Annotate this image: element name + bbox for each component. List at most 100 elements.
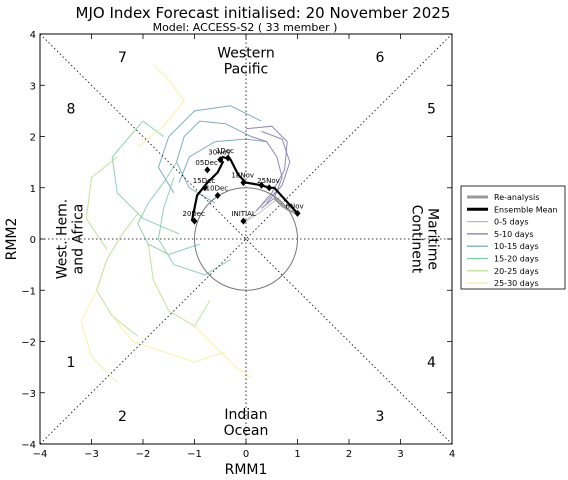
x-tick-label: 3 <box>397 449 403 460</box>
y-tick-label: 4 <box>30 30 36 41</box>
region-label-line: Indian <box>224 407 267 423</box>
ensemble-member-line <box>178 138 267 183</box>
ensemble-member-line <box>175 120 252 204</box>
y-tick-label: −2 <box>21 338 36 349</box>
ensemble-mean-marker-label: INITIAL <box>231 210 255 218</box>
ensemble-mean-marker-label: 05Dec <box>195 159 218 167</box>
phase-labels: 1 2 3 4 5 6 7 8 <box>66 50 436 425</box>
x-tick-label: −2 <box>136 449 151 460</box>
y-tick-label: 1 <box>30 184 36 195</box>
ensemble-mean-marker <box>201 184 208 192</box>
y-tick-label: 2 <box>30 133 36 144</box>
region-label: Indian Ocean <box>224 407 269 439</box>
region-label: West. Hem.and Africa <box>54 199 86 280</box>
y-tick-label: −4 <box>21 440 36 451</box>
ensemble-member-line <box>250 136 283 209</box>
ensemble-member-line <box>80 290 118 383</box>
ensemble-mean-marker <box>258 181 265 189</box>
chart-subtitle: Model: ACCESS-S2 ( 33 member ) <box>153 21 338 34</box>
ensemble-mean-marker-label: 1Dec <box>216 147 234 155</box>
region-label-line: Pacific <box>224 62 269 78</box>
ensemble-member-line <box>261 130 291 204</box>
legend-label: 20-25 days <box>494 267 539 276</box>
phase-guides <box>39 33 453 445</box>
legend-label: 5-10 days <box>494 230 534 239</box>
phase-number: 1 <box>66 355 75 371</box>
ensemble-mean-marker <box>204 166 211 174</box>
ensemble-mean-marker <box>191 217 198 225</box>
x-tick-label: 2 <box>346 449 352 460</box>
unit-circle <box>194 187 298 291</box>
y-tick-label: −1 <box>21 286 36 297</box>
ensemble-member-line <box>157 105 262 194</box>
phase-number: 7 <box>118 50 127 66</box>
ensemble-member-line <box>157 177 231 276</box>
reanalysis-line <box>273 197 298 215</box>
region-label-line: and Africa <box>70 204 86 275</box>
ensemble-member-line <box>111 120 180 235</box>
phase-number: 5 <box>427 101 436 117</box>
x-tick-label: 4 <box>449 449 455 460</box>
diagonal-line <box>39 33 453 445</box>
x-axis-ticks: −4 −3 −2 −1 0 1 2 3 4 <box>33 34 455 460</box>
ensemble-mean-marker <box>240 217 247 225</box>
ensemble-member-lines <box>80 64 291 383</box>
region-label-line: Ocean <box>224 423 269 439</box>
legend-label: 0-5 days <box>494 218 529 227</box>
region-label-line: Continent <box>408 205 424 274</box>
region-label: Western Pacific <box>217 46 274 78</box>
ensemble-mean-marker-label: 30Nov <box>208 149 231 157</box>
reanalysis-track <box>273 197 298 215</box>
ensemble-mean-marker <box>240 179 247 187</box>
x-tick-label: 0 <box>243 449 249 460</box>
x-tick-label: −1 <box>187 449 202 460</box>
phase-number: 3 <box>375 409 384 425</box>
ensemble-mean-marker-label: 18Nov <box>231 172 254 180</box>
ensemble-member-line <box>111 315 226 363</box>
y-tick-label: 3 <box>30 81 36 92</box>
legend-label: Re-analysis <box>494 193 539 202</box>
chart-title: MJO Index Forecast initialised: 20 Novem… <box>76 4 451 22</box>
legend-label: 15-20 days <box>494 255 539 264</box>
ensemble-member-line <box>137 64 185 148</box>
legend-label: 25-30 days <box>494 279 539 288</box>
ensemble-mean-marker-label: 20Dec <box>183 210 206 218</box>
phase-number: 4 <box>427 355 436 371</box>
ensemble-mean-marker-label: 10Dec <box>206 184 229 192</box>
legend-label: 10-15 days <box>494 242 539 251</box>
ensemble-mean-marker <box>217 156 224 164</box>
ensemble-member-line <box>96 213 139 337</box>
legend-label: Ensemble Mean <box>494 205 558 214</box>
y-tick-label: 0 <box>30 235 36 246</box>
x-tick-label: −4 <box>33 449 48 460</box>
ensemble-mean-marker <box>294 209 301 217</box>
ensemble-member-line <box>194 325 252 378</box>
plot-area: 6Nov25Nov18Nov30Nov1Dec05Dec15Dec10Dec20… <box>21 30 455 460</box>
ensemble-mean-marker-label: 15Dec <box>193 177 216 185</box>
ensemble-mean-marker <box>214 191 221 199</box>
legend: Re-analysis Ensemble Mean 0-5 days 5-10 day… <box>460 185 566 290</box>
ensemble-member-line <box>147 244 211 327</box>
y-axis-label: RMM2 <box>4 218 20 261</box>
x-axis-label: RMM1 <box>225 462 268 478</box>
ensemble-member-line <box>245 189 278 222</box>
region-label-line: West. Hem. <box>54 199 70 280</box>
ensemble-member-line <box>85 156 118 250</box>
ensemble-mean-line <box>190 155 299 222</box>
x-tick-label: −3 <box>84 449 99 460</box>
region-label-line: Maritime <box>424 208 440 270</box>
ensemble-mean-marker-label: 6Nov <box>286 202 304 210</box>
ensemble-mean-marker <box>266 184 273 192</box>
phase-number: 6 <box>375 50 384 66</box>
ensemble-member-line <box>245 125 288 212</box>
ensemble-member-line <box>137 161 200 255</box>
diagonal-line <box>39 33 453 445</box>
legend-box <box>460 185 566 290</box>
region-label: MaritimeContinent <box>408 205 440 274</box>
region-label-line: Western <box>217 46 274 62</box>
phase-number: 8 <box>66 101 75 117</box>
y-axis-ticks: −4 −3 −2 −1 0 1 2 3 4 <box>21 30 452 451</box>
y-tick-label: −3 <box>21 389 36 400</box>
